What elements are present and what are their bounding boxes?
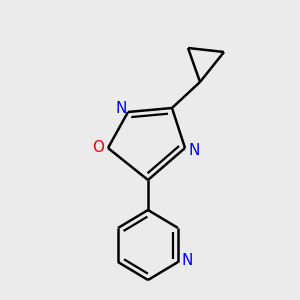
- Text: N: N: [181, 253, 193, 268]
- Text: O: O: [92, 140, 104, 155]
- Text: N: N: [188, 143, 200, 158]
- Text: N: N: [116, 101, 127, 116]
